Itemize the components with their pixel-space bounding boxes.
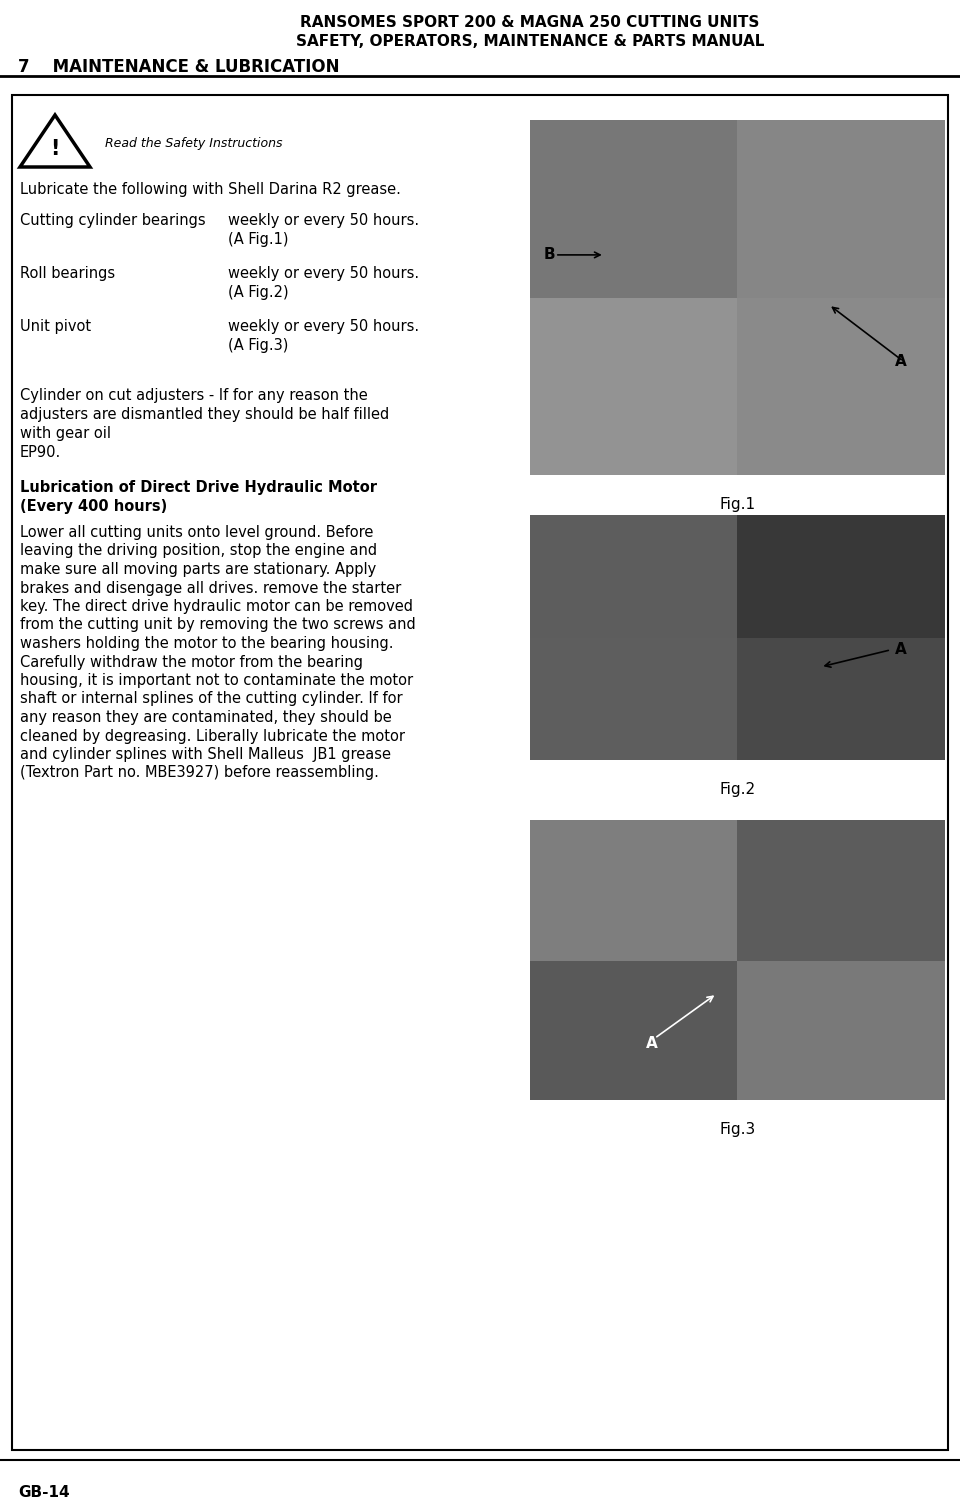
Text: (Textron Part no. MBE3927) before reassembling.: (Textron Part no. MBE3927) before reasse… — [20, 765, 379, 780]
Text: Lubricate the following with Shell Darina R2 grease.: Lubricate the following with Shell Darin… — [20, 181, 401, 197]
Text: A: A — [895, 354, 907, 369]
Text: Fig.2: Fig.2 — [719, 782, 756, 797]
Text: key. The direct drive hydraulic motor can be removed: key. The direct drive hydraulic motor ca… — [20, 599, 413, 614]
Text: weekly or every 50 hours.: weekly or every 50 hours. — [228, 266, 420, 281]
Text: B: B — [543, 248, 555, 263]
Text: from the cutting unit by removing the two screws and: from the cutting unit by removing the tw… — [20, 617, 416, 632]
Text: brakes and disengage all drives. remove the starter: brakes and disengage all drives. remove … — [20, 581, 401, 596]
Text: (A Fig.3): (A Fig.3) — [228, 339, 288, 352]
Text: and cylinder splines with Shell Malleus  JB1 grease: and cylinder splines with Shell Malleus … — [20, 747, 391, 762]
Text: make sure all moving parts are stationary. Apply: make sure all moving parts are stationar… — [20, 562, 376, 578]
Text: RANSOMES SPORT 200 & MAGNA 250 CUTTING UNITS: RANSOMES SPORT 200 & MAGNA 250 CUTTING U… — [300, 15, 759, 30]
Text: any reason they are contaminated, they should be: any reason they are contaminated, they s… — [20, 711, 392, 724]
Text: Cutting cylinder bearings: Cutting cylinder bearings — [20, 213, 205, 228]
Text: with gear oil: with gear oil — [20, 426, 111, 442]
FancyBboxPatch shape — [12, 95, 948, 1450]
Text: washers holding the motor to the bearing housing.: washers holding the motor to the bearing… — [20, 637, 394, 652]
Text: Fig.1: Fig.1 — [719, 497, 756, 513]
Text: Lower all cutting units onto level ground. Before: Lower all cutting units onto level groun… — [20, 525, 373, 540]
Text: housing, it is important not to contaminate the motor: housing, it is important not to contamin… — [20, 673, 413, 688]
Text: Read the Safety Instructions: Read the Safety Instructions — [105, 136, 282, 150]
Text: A: A — [646, 1037, 658, 1051]
Text: GB-14: GB-14 — [18, 1485, 70, 1500]
Text: !: ! — [50, 139, 60, 159]
Text: EP90.: EP90. — [20, 445, 61, 460]
Text: (Every 400 hours): (Every 400 hours) — [20, 499, 167, 514]
Text: Roll bearings: Roll bearings — [20, 266, 115, 281]
Text: (A Fig.1): (A Fig.1) — [228, 231, 289, 246]
Text: Cylinder on cut adjusters - If for any reason the: Cylinder on cut adjusters - If for any r… — [20, 389, 368, 404]
Text: cleaned by degreasing. Liberally lubricate the motor: cleaned by degreasing. Liberally lubrica… — [20, 729, 405, 744]
Polygon shape — [20, 115, 90, 166]
Text: weekly or every 50 hours.: weekly or every 50 hours. — [228, 213, 420, 228]
Text: Fig.3: Fig.3 — [719, 1122, 756, 1137]
Text: SAFETY, OPERATORS, MAINTENANCE & PARTS MANUAL: SAFETY, OPERATORS, MAINTENANCE & PARTS M… — [296, 33, 764, 48]
Text: A: A — [895, 643, 907, 658]
Text: 7    MAINTENANCE & LUBRICATION: 7 MAINTENANCE & LUBRICATION — [18, 57, 340, 76]
Text: leaving the driving position, stop the engine and: leaving the driving position, stop the e… — [20, 543, 377, 558]
Text: adjusters are dismantled they should be half filled: adjusters are dismantled they should be … — [20, 407, 389, 422]
Text: weekly or every 50 hours.: weekly or every 50 hours. — [228, 319, 420, 334]
Text: (A Fig.2): (A Fig.2) — [228, 284, 289, 299]
Text: Unit pivot: Unit pivot — [20, 319, 91, 334]
Text: Carefully withdraw the motor from the bearing: Carefully withdraw the motor from the be… — [20, 655, 363, 670]
Text: shaft or internal splines of the cutting cylinder. If for: shaft or internal splines of the cutting… — [20, 691, 402, 706]
Text: Lubrication of Direct Drive Hydraulic Motor: Lubrication of Direct Drive Hydraulic Mo… — [20, 479, 377, 494]
